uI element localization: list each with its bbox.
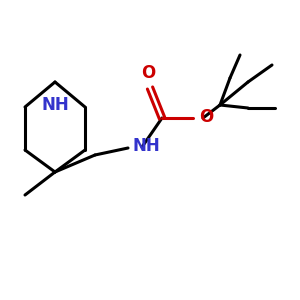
Text: NH: NH [132,137,160,155]
Text: O: O [199,108,213,126]
Text: O: O [141,64,155,82]
Text: NH: NH [41,96,69,114]
